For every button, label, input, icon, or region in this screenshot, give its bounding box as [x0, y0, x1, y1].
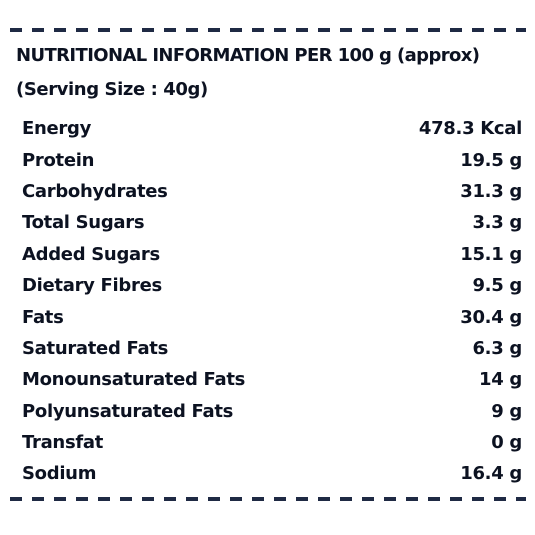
nutrient-label: Sodium: [22, 463, 97, 485]
nutrient-row-energy: Energy 478.3 Kcal: [22, 113, 522, 144]
nutrient-label: Energy: [22, 118, 92, 140]
nutrient-value: 16.4 g: [460, 463, 522, 485]
nutrient-label: Added Sugars: [22, 243, 160, 265]
nutrient-row-protein: Protein 19.5 g: [22, 144, 522, 175]
nutrient-row-saturated-fats: Saturated Fats 6.3 g: [22, 333, 522, 364]
nutrient-label: Dietary Fibres: [22, 275, 162, 297]
nutrient-row-added-sugars: Added Sugars 15.1 g: [22, 239, 522, 270]
nutrient-value: 31.3 g: [460, 180, 522, 202]
nutrient-row-monounsaturated-fats: Monounsaturated Fats 14 g: [22, 364, 522, 395]
nutrient-label: Monounsaturated Fats: [22, 369, 246, 391]
nutrient-value: 30.4 g: [460, 306, 522, 328]
nutrient-value: 6.3 g: [472, 337, 522, 359]
nutrient-label: Transfat: [22, 432, 104, 454]
nutrition-heading: NUTRITIONAL INFORMATION PER 100 g (appro…: [16, 45, 480, 66]
nutrient-label: Polyunsaturated Fats: [22, 400, 234, 422]
nutrient-row-sodium: Sodium 16.4 g: [22, 458, 522, 489]
nutrient-row-transfat: Transfat 0 g: [22, 427, 522, 458]
top-dashed-divider: [10, 28, 526, 32]
nutrient-value: 15.1 g: [460, 243, 522, 265]
nutrient-value: 9.5 g: [472, 275, 522, 297]
nutrient-value: 0 g: [491, 432, 522, 454]
nutrient-row-carbohydrates: Carbohydrates 31.3 g: [22, 176, 522, 207]
nutrient-value: 478.3 Kcal: [418, 118, 522, 140]
nutrient-label: Carbohydrates: [22, 180, 168, 202]
nutrient-table: Energy 478.3 Kcal Protein 19.5 g Carbohy…: [22, 113, 522, 490]
nutrient-value: 14 g: [478, 369, 522, 391]
nutrient-value: 19.5 g: [460, 149, 522, 171]
nutrient-row-polyunsaturated-fats: Polyunsaturated Fats 9 g: [22, 396, 522, 427]
nutrient-row-total-sugars: Total Sugars 3.3 g: [22, 207, 522, 238]
nutrient-value: 3.3 g: [472, 212, 522, 234]
nutrient-label: Fats: [22, 306, 64, 328]
nutrient-label: Saturated Fats: [22, 337, 169, 359]
nutrient-value: 9 g: [491, 400, 522, 422]
nutrient-label: Total Sugars: [22, 212, 145, 234]
nutrient-label: Protein: [22, 149, 95, 171]
bottom-dashed-divider: [10, 497, 526, 501]
nutrient-row-dietary-fibres: Dietary Fibres 9.5 g: [22, 270, 522, 301]
nutrient-row-fats: Fats 30.4 g: [22, 301, 522, 332]
serving-size: (Serving Size : 40g): [16, 79, 208, 100]
